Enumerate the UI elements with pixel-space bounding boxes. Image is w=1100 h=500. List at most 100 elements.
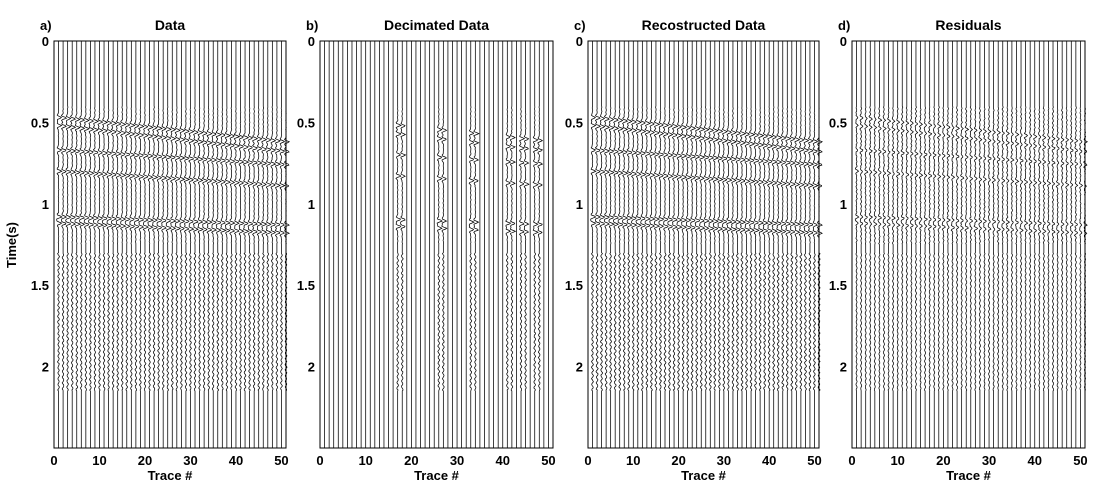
trace-51	[283, 41, 291, 448]
trace-4	[868, 41, 874, 448]
trace-33	[201, 41, 209, 448]
trace-5	[608, 41, 616, 448]
y-axis-label: Time(s)	[4, 222, 19, 268]
trace-34	[739, 41, 747, 448]
y-tick-label: 2	[308, 360, 315, 375]
x-axis-label: Trace #	[414, 468, 460, 483]
trace-1	[854, 41, 860, 448]
y-tick-label: 1	[840, 197, 847, 212]
y-tick-label: 0	[308, 34, 315, 49]
x-tick-label: 50	[1073, 453, 1087, 468]
trace-5	[873, 41, 878, 448]
trace-38	[757, 41, 765, 448]
trace-34	[473, 41, 480, 448]
trace-30	[188, 41, 195, 448]
y-tick-label: 0	[42, 34, 49, 49]
trace-17	[129, 41, 136, 448]
trace-31	[991, 41, 996, 448]
trace-38	[224, 41, 232, 448]
trace-35	[1010, 41, 1015, 448]
trace-51	[1083, 41, 1088, 448]
trace-13	[644, 41, 651, 448]
y-tick-label: 0.5	[829, 115, 847, 130]
trace-39	[1028, 41, 1033, 448]
trace-7	[882, 41, 887, 448]
trace-47	[798, 41, 806, 448]
trace-5	[74, 41, 82, 448]
trace-10	[631, 41, 638, 448]
trace-41	[238, 41, 245, 448]
trace-32	[197, 41, 204, 448]
trace-39	[229, 41, 236, 448]
y-tick-label: 2	[576, 360, 583, 375]
trace-1	[590, 41, 597, 448]
traces	[590, 41, 823, 448]
trace-29	[183, 41, 191, 448]
trace-37	[219, 41, 227, 448]
trace-44	[784, 41, 792, 448]
x-tick-label: 10	[626, 453, 640, 468]
trace-27	[708, 41, 715, 448]
x-tick-label: 20	[671, 453, 685, 468]
trace-49	[807, 41, 815, 448]
panel-title: Data	[155, 17, 186, 33]
trace-16	[923, 41, 928, 448]
trace-24	[960, 41, 965, 448]
x-tick-label: 10	[890, 453, 904, 468]
trace-30	[987, 41, 992, 448]
trace-22	[151, 41, 159, 448]
trace-7	[83, 41, 91, 448]
trace-23	[690, 41, 697, 448]
trace-16	[658, 41, 665, 448]
trace-48	[270, 41, 277, 448]
trace-14	[649, 41, 656, 448]
trace-34	[206, 41, 213, 448]
trace-25	[964, 41, 970, 448]
trace-49	[274, 41, 282, 448]
trace-18	[932, 41, 937, 448]
trace-2	[859, 41, 864, 448]
y-tick-label: 0	[840, 34, 847, 49]
trace-23	[156, 41, 163, 448]
trace-46	[261, 41, 268, 448]
trace-15	[918, 41, 924, 448]
trace-26	[436, 41, 443, 448]
y-tick-label: 1.5	[297, 278, 315, 293]
trace-11	[900, 41, 905, 448]
trace-40	[766, 41, 774, 448]
trace-41	[505, 41, 512, 448]
trace-16	[124, 41, 131, 448]
trace-50	[1079, 41, 1084, 448]
x-tick-label: 50	[541, 453, 555, 468]
x-tick-label: 50	[807, 453, 821, 468]
x-tick-label: 30	[982, 453, 996, 468]
trace-45	[256, 41, 263, 448]
trace-29	[717, 41, 724, 448]
plot-frame	[587, 40, 820, 449]
plot-frame	[53, 40, 287, 449]
trace-23	[955, 41, 960, 448]
x-tick-label: 30	[183, 453, 197, 468]
x-axis-label: Trace #	[681, 468, 727, 483]
trace-28	[978, 41, 983, 448]
trace-45	[523, 41, 530, 448]
trace-3	[863, 41, 869, 448]
trace-33	[735, 41, 742, 448]
x-tick-label: 10	[358, 453, 372, 468]
panel-label: c)	[574, 18, 586, 33]
x-tick-label: 0	[50, 453, 57, 468]
trace-49	[1073, 41, 1079, 448]
trace-37	[753, 41, 760, 448]
x-tick-label: 30	[717, 453, 731, 468]
trace-47	[265, 41, 273, 448]
trace-39	[762, 41, 769, 448]
trace-19	[936, 41, 942, 448]
panel-label: a)	[40, 18, 52, 33]
traces	[324, 41, 554, 448]
trace-31	[726, 41, 733, 448]
traces	[56, 41, 291, 448]
trace-42	[243, 41, 250, 448]
trace-21	[147, 41, 154, 448]
trace-11	[635, 41, 642, 448]
